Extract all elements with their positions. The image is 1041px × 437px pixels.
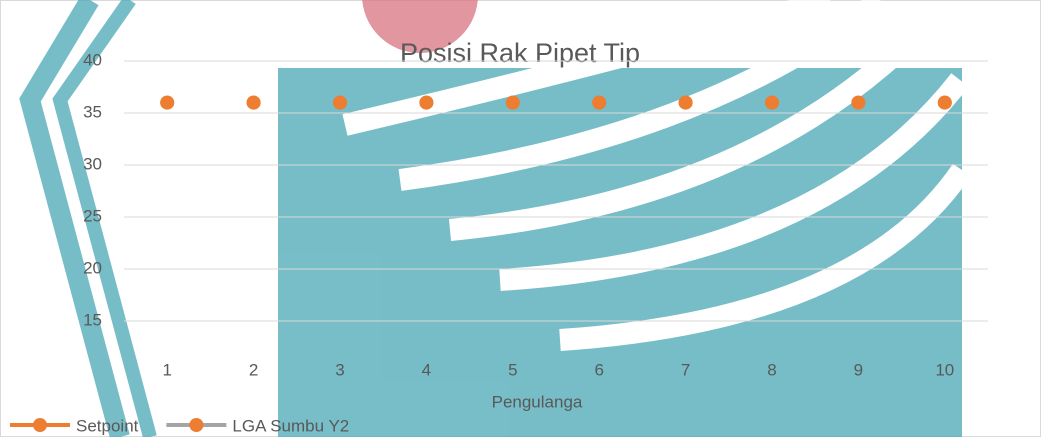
x-tick-label: 9 (854, 360, 863, 379)
x-tick-label: 1 (162, 360, 171, 379)
chart: Posisi Rak Pipet Tip Pengulanga 15202530… (0, 0, 1041, 437)
y-tick-label: 20 (83, 258, 102, 277)
page: Posisi Rak Pipet Tip Pengulanga 15202530… (0, 0, 1041, 437)
y-tick-label: 35 (83, 102, 102, 121)
x-tick-label: 5 (508, 360, 517, 379)
data-point (765, 96, 779, 110)
data-point (419, 96, 433, 110)
legend-marker (33, 418, 47, 432)
data-point (592, 96, 606, 110)
y-tick-label: 25 (83, 206, 102, 225)
chart-title: Posisi Rak Pipet Tip (400, 38, 640, 68)
data-point (938, 96, 952, 110)
x-tick-label: 8 (767, 360, 776, 379)
y-tick-label: 30 (83, 154, 102, 173)
data-point (247, 96, 261, 110)
data-point (333, 96, 347, 110)
data-point (506, 96, 520, 110)
x-tick-label: 3 (335, 360, 344, 379)
x-axis-label: Pengulanga (492, 392, 583, 411)
x-tick-label: 6 (594, 360, 603, 379)
data-point (851, 96, 865, 110)
x-tick-label: 10 (935, 360, 954, 379)
legend-marker (189, 418, 203, 432)
y-tick-label: 40 (83, 50, 102, 69)
legend-label: Setpoint (76, 416, 139, 435)
x-tick-label: 7 (681, 360, 690, 379)
y-tick-label: 15 (83, 310, 102, 329)
x-tick-label: 2 (249, 360, 258, 379)
data-point (160, 96, 174, 110)
x-tick-label: 4 (422, 360, 431, 379)
legend-label: LGA Sumbu Y2 (232, 416, 349, 435)
data-point (679, 96, 693, 110)
